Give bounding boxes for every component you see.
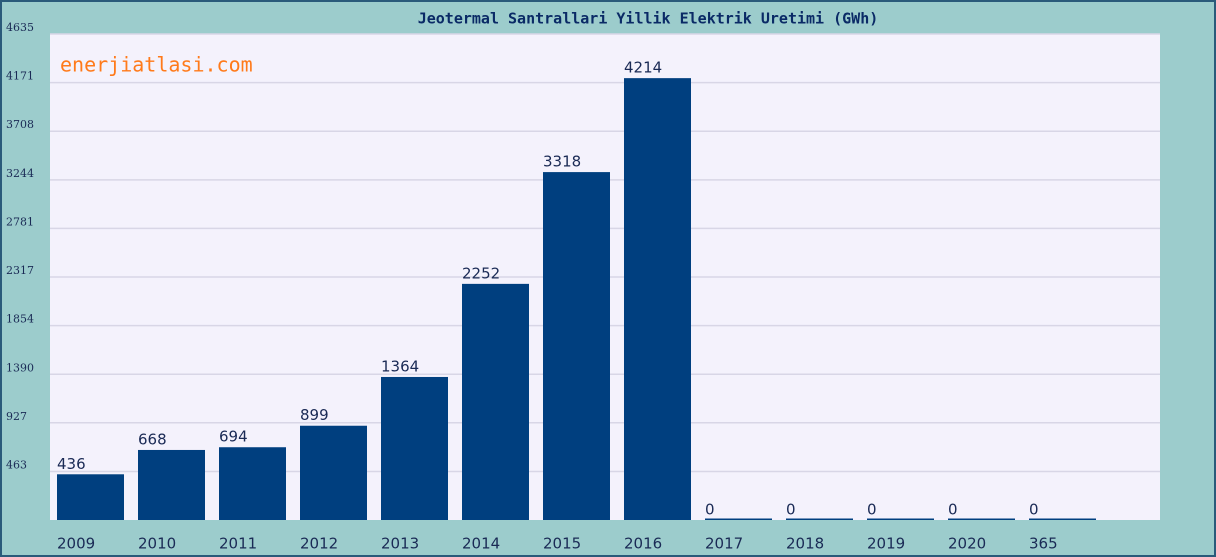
y-tick-label: 4171 (6, 70, 34, 83)
x-tick-label: 2009 (57, 535, 95, 553)
x-tick-label: 2018 (786, 535, 824, 553)
value-label: 0 (948, 501, 958, 519)
x-tick-label: 2010 (138, 535, 176, 553)
x-tick-label: 2012 (300, 535, 338, 553)
y-tick-label: 463 (6, 458, 27, 471)
bar (705, 518, 772, 520)
bar (381, 376, 448, 520)
chart-title: Jeotermal Santrallari Yillik Elektrik Ur… (418, 10, 879, 28)
bar (138, 449, 205, 520)
value-label: 0 (786, 501, 796, 519)
bar (57, 474, 124, 520)
value-label: 0 (1029, 501, 1039, 519)
x-tick-label: 2019 (867, 535, 905, 553)
y-tick-label: 3244 (6, 167, 34, 180)
x-tick-label: 2020 (948, 535, 986, 553)
value-label: 1364 (381, 357, 419, 375)
watermark: enerjiatlasi.com (60, 53, 253, 77)
bar (867, 518, 934, 520)
x-tick-label: 2015 (543, 535, 581, 553)
value-label: 668 (138, 430, 167, 448)
x-tick-label: 2013 (381, 535, 419, 553)
value-label: 0 (867, 501, 877, 519)
x-tick-label: 2016 (624, 535, 662, 553)
x-tick-label: 365 (1029, 535, 1058, 553)
bar (543, 172, 610, 520)
bar (462, 283, 529, 520)
y-tick-label: 4635 (6, 21, 34, 34)
y-tick-label: 927 (6, 410, 27, 423)
x-tick-label: 2014 (462, 535, 500, 553)
x-tick-label: 2017 (705, 535, 743, 553)
y-tick-label: 3708 (6, 118, 34, 131)
bar (219, 447, 286, 520)
value-label: 2252 (462, 264, 500, 282)
bar (948, 518, 1015, 520)
y-tick-label: 2781 (6, 215, 34, 228)
value-label: 3318 (543, 153, 581, 171)
value-label: 899 (300, 406, 329, 424)
x-tick-label: 2011 (219, 535, 257, 553)
y-tick-label: 1390 (6, 361, 34, 374)
bar (1029, 518, 1096, 520)
bar (624, 78, 691, 521)
bar (786, 518, 853, 520)
value-label: 4214 (624, 59, 662, 77)
y-tick-label: 1854 (6, 313, 34, 326)
value-label: 0 (705, 501, 715, 519)
y-tick-label: 2317 (6, 264, 34, 277)
value-label: 436 (57, 455, 86, 473)
bar (300, 425, 367, 520)
value-label: 694 (219, 428, 248, 446)
